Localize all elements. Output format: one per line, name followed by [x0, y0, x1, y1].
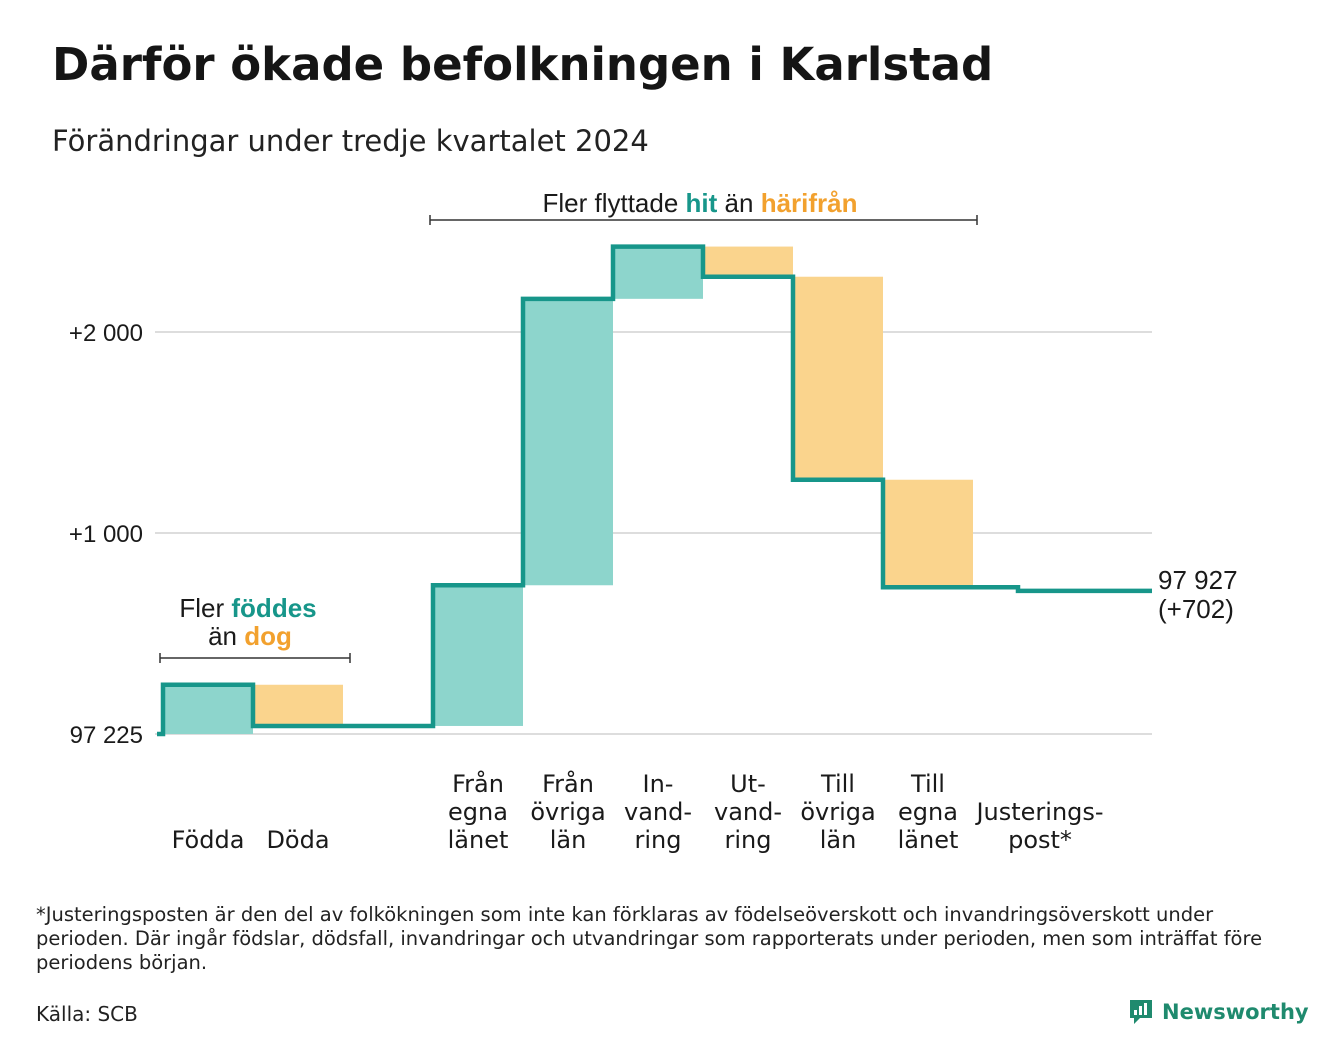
- x-category-label: post*: [1008, 826, 1072, 854]
- x-category-label: län: [550, 826, 587, 854]
- x-category-label: egna: [898, 798, 958, 826]
- migration-annotation-teal: hit: [686, 188, 718, 218]
- y-tick-label: +2 000: [69, 320, 143, 347]
- migration-bracket: [429, 215, 978, 225]
- births-annotation: Fler föddes än dog: [159, 593, 351, 663]
- births-annotation-mid: än: [208, 621, 237, 651]
- births-annotation-orange: dog: [244, 621, 292, 651]
- x-category-label: övriga: [800, 798, 875, 826]
- footnote: *Justeringsposten är den del av folkökni…: [36, 903, 1263, 974]
- births-bracket: [159, 653, 351, 663]
- brand[interactable]: Newsworthy: [1128, 998, 1309, 1026]
- bar-increase: [523, 298, 613, 586]
- x-category-label: länet: [898, 826, 959, 854]
- svg-text:Fler flyttade hit: Fler flyttade hit än härifrån: [542, 188, 857, 218]
- bar-increase: [433, 585, 523, 726]
- waterfall-chart: 97 225+1 000+2 000 Födda DödaFrånegnaläne…: [69, 188, 1238, 854]
- end-total-label: 97 927: [1158, 565, 1238, 595]
- x-category-label: ring: [635, 826, 682, 854]
- svg-text:än dog: än dog: [208, 621, 292, 651]
- x-category-label: egna: [448, 798, 508, 826]
- grid-lines: [155, 331, 1152, 735]
- x-category-label: Döda: [266, 826, 329, 854]
- bar-decrease: [253, 684, 343, 726]
- migration-annotation: Fler flyttade hit än härifrån: [429, 188, 978, 225]
- end-change-label: (+702): [1158, 594, 1234, 624]
- births-annotation-prefix: Fler: [179, 593, 224, 623]
- migration-annotation-orange: härifrån: [761, 188, 858, 218]
- x-category-label: Från: [542, 769, 594, 798]
- x-category-label: övriga: [530, 798, 605, 826]
- x-category-label: Till: [910, 770, 945, 798]
- x-category-label: vand-: [714, 798, 782, 826]
- migration-annotation-prefix: Fler flyttade: [542, 188, 678, 218]
- x-category-label: Till: [820, 770, 855, 798]
- x-category-label: vand-: [624, 798, 692, 826]
- x-axis-labels: Födda DödaFrånegnalänetFrånövrigalänIn-va…: [172, 769, 1104, 854]
- y-tick-label: +1 000: [69, 521, 143, 548]
- y-axis-ticks: 97 225 +1 000 +2 000: [69, 320, 143, 749]
- brand-name: Newsworthy: [1162, 1000, 1309, 1024]
- x-category-label: Födda: [172, 826, 245, 854]
- bar-increase: [163, 684, 253, 734]
- x-category-label: länet: [448, 826, 509, 854]
- svg-text:Fler föddes: Fler föddes: [179, 593, 316, 623]
- y-tick-label: 97 225: [70, 722, 143, 749]
- chart-title: Därför ökade befolkningen i Karlstad: [52, 38, 994, 91]
- x-category-label: ring: [725, 826, 772, 854]
- bar-decrease: [793, 276, 883, 480]
- migration-annotation-mid: än: [725, 188, 754, 218]
- bar-decrease: [883, 479, 973, 588]
- x-category-label: Justerings-: [974, 798, 1103, 826]
- x-category-label: Ut-: [730, 770, 766, 798]
- chart-subtitle: Förändringar under tredje kvartalet 2024: [52, 124, 649, 158]
- x-category-label: In-: [643, 770, 674, 798]
- x-category-label: län: [820, 826, 857, 854]
- births-annotation-teal: föddes: [231, 593, 316, 623]
- bars: [163, 246, 973, 734]
- cumulative-step-line: [157, 244, 1152, 737]
- bar-decrease: [703, 246, 793, 277]
- bar-increase: [613, 246, 703, 299]
- newsworthy-logo-icon: [1130, 1000, 1152, 1024]
- source-label: Källa: SCB: [36, 1002, 138, 1026]
- x-category-label: Från: [452, 769, 504, 798]
